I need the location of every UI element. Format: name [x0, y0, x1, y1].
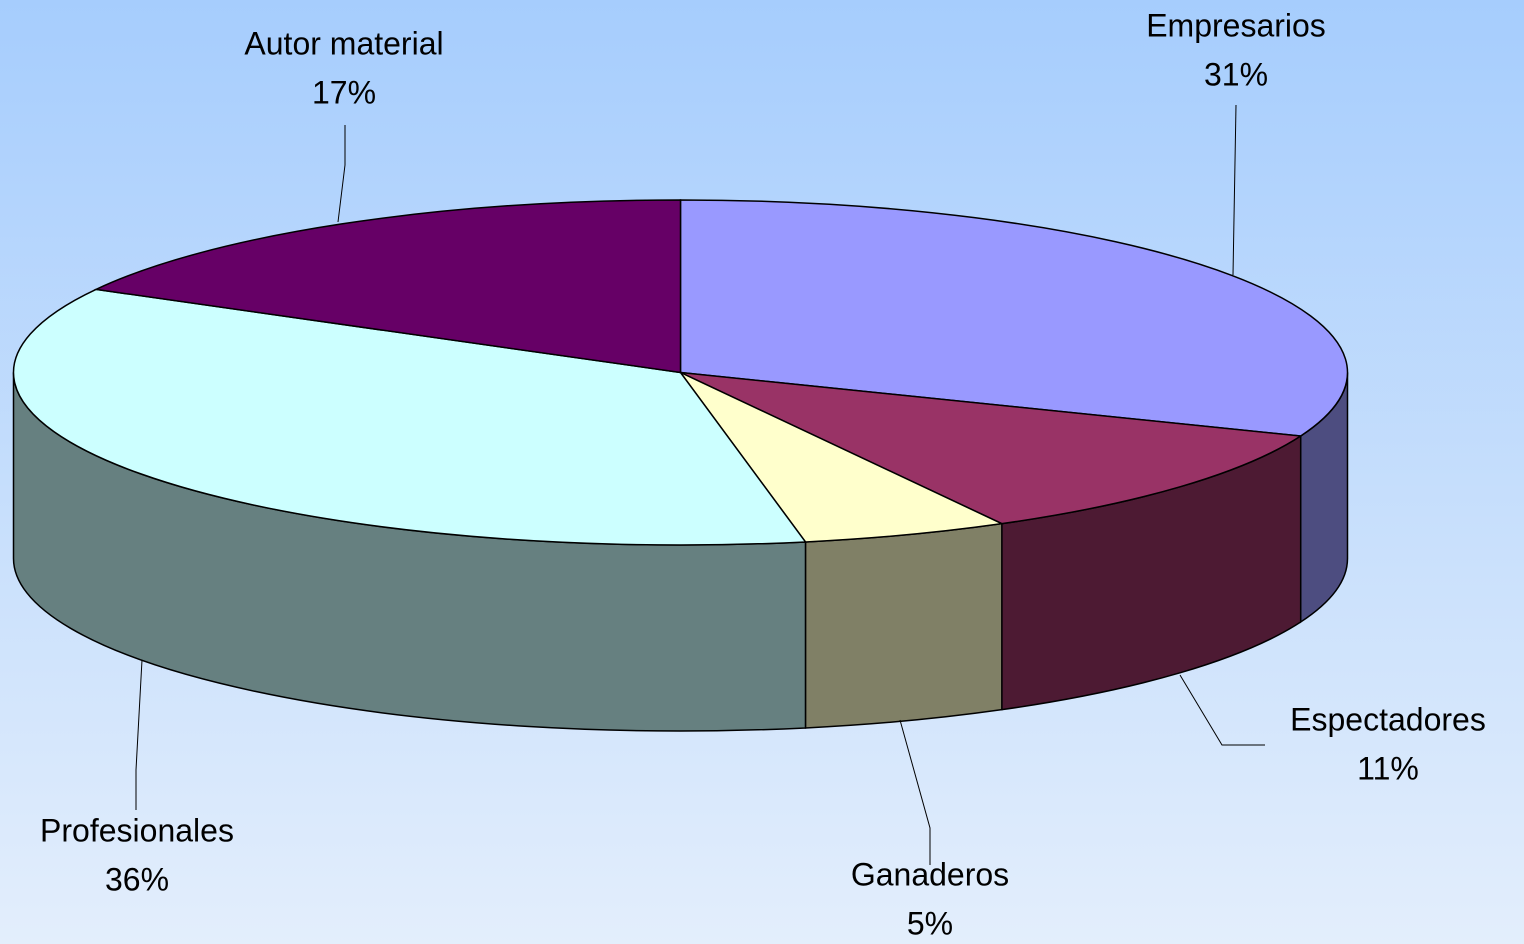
pie-slice	[12, 288, 807, 546]
pie-slice	[93, 199, 682, 374]
slice-label: Empresarios	[1146, 7, 1326, 43]
pie-slice	[679, 371, 1005, 543]
slice-label: Espectadores	[1290, 701, 1486, 737]
pie-tops	[12, 199, 1349, 546]
value-label: 31%	[1204, 56, 1268, 92]
slice-label: Autor material	[244, 25, 443, 61]
leader-line	[135, 659, 143, 810]
pie-sides	[12, 372, 1349, 732]
value-label: 5%	[907, 905, 953, 941]
pie-slice	[679, 199, 1349, 437]
leader-line	[1232, 104, 1237, 276]
value-label: 11%	[1357, 750, 1419, 786]
slice-label: Ganaderos	[851, 856, 1009, 892]
pie-slice	[680, 371, 1303, 525]
value-label: 17%	[312, 74, 376, 110]
value-label: 36%	[105, 861, 169, 897]
leader-line	[899, 719, 931, 865]
leader-line	[1179, 674, 1265, 746]
leader-line	[337, 125, 346, 223]
slice-label: Profesionales	[40, 812, 234, 848]
data-labels: Empresarios 31% Espectadores 11% Ganaderos 5%…	[40, 7, 1486, 941]
pie-side	[804, 522, 1003, 729]
